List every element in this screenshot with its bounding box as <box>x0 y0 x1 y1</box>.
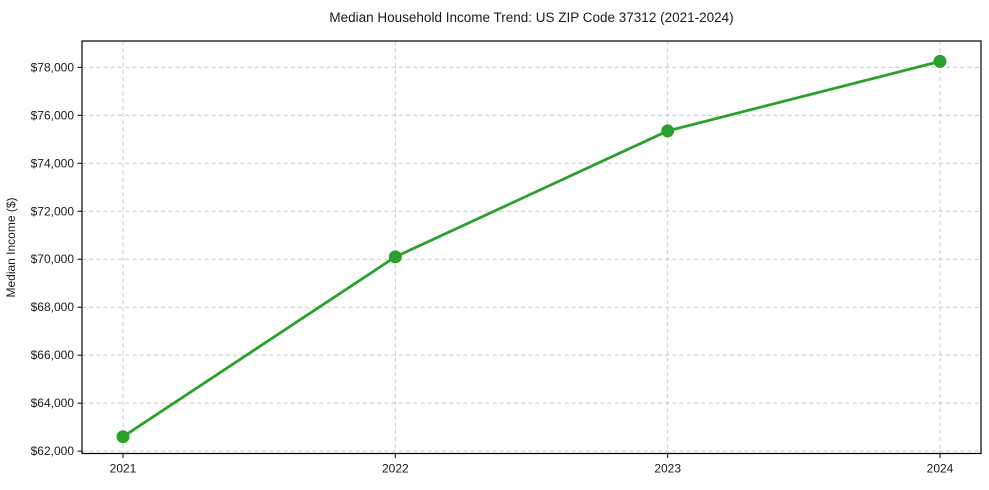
data-point-2024 <box>933 54 947 68</box>
trend-line <box>121 59 942 439</box>
y-tick-label: $74,000 <box>31 156 75 170</box>
y-tick-label: $66,000 <box>31 348 75 362</box>
grid-layer <box>82 41 981 454</box>
x-tick-label: 2023 <box>654 462 681 476</box>
y-tick-label: $64,000 <box>31 396 75 410</box>
y-axis-label: Median Income ($) <box>4 197 18 297</box>
x-tick-label: 2024 <box>927 462 954 476</box>
y-tick-label: $68,000 <box>31 300 75 314</box>
trend-line-series <box>116 54 947 444</box>
data-point-2023 <box>661 124 675 138</box>
axes-layer <box>81 40 982 455</box>
x-tick-label: 2022 <box>382 462 409 476</box>
y-tick-label: $62,000 <box>31 444 75 458</box>
data-point-2021 <box>116 430 130 444</box>
data-point-2022 <box>388 250 402 264</box>
y-tick-label: $70,000 <box>31 252 75 266</box>
plot-area-border <box>81 40 982 455</box>
y-tick-label: $76,000 <box>31 108 75 122</box>
y-tick-label: $78,000 <box>31 60 75 74</box>
y-tick-label: $72,000 <box>31 204 75 218</box>
x-tick-label: 2021 <box>110 462 137 476</box>
tick-layer: $62,000 $64,000 $66,000 $68,000 $70,000 $72,0… <box>31 60 954 475</box>
chart-title: Median Household Income Trend: US ZIP Co… <box>329 10 733 25</box>
